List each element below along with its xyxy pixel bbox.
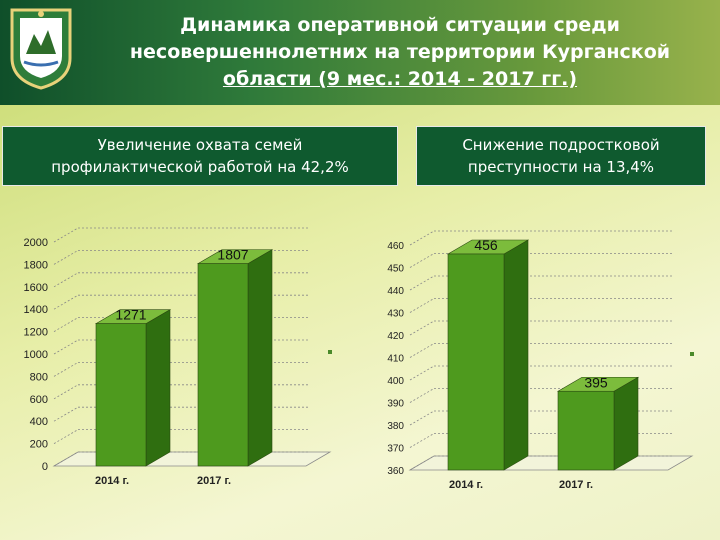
bar [197,263,249,467]
caption-right-line-1: Снижение подростковой [462,136,660,154]
title-line-1: Динамика оперативной ситуации среди [180,14,620,36]
header-banner: Динамика оперативной ситуации среди несо… [0,0,720,105]
grid-diagonal [409,343,435,358]
grid-diagonal [53,272,79,288]
bar-side [247,249,273,467]
title-line-3: области (9 мес.: 2014 - 2017 гг.) [222,68,578,90]
chart-floor [52,451,332,467]
grid-diagonal [409,298,435,313]
y-tick-label: 370 [387,444,404,455]
grid-diagonal [53,317,79,332]
caption-left-line-2: профилактической работой на 42,2% [51,158,349,176]
y-tick-label: 390 [387,399,404,410]
bar [447,253,505,471]
grid-diagonal [53,339,79,355]
y-tick-label: 1200 [24,327,48,339]
title-line-2: несовершеннолетних на территории Курганс… [129,41,671,63]
grid-diagonal [409,410,435,426]
bar [557,390,615,471]
caption-families-coverage: Увеличение охвата семей профилактической… [2,126,398,186]
y-tick-label: 400 [30,416,48,428]
chart-1: 0 200 400 600 800 1000 1200 1400 1600 1800 2000 127… [24,227,332,487]
grid-diagonal [409,433,435,448]
caption-right-line-2: преступности на 13,4% [467,158,655,176]
x-tick-label: 2017 г. [197,475,231,487]
grid-diagonal [53,250,79,265]
bar-side [503,239,529,471]
grid-diagonal [53,429,79,444]
y-tick-label: 800 [30,371,48,383]
data-label: 1807 [217,247,248,263]
chart-2: 360 370 380 390 400 410 420 430 440 450 460 456 2014… [387,230,694,491]
grid-diagonal [53,362,79,377]
y-tick-label: 400 [387,376,404,387]
grid-diagonal [53,451,79,467]
grid-diagonal [409,230,435,246]
grid-diagonal [409,365,435,381]
y-tick-label: 2000 [24,237,48,249]
y-tick-label: 1400 [24,304,48,316]
data-label: 1271 [115,307,146,323]
legend-marker-icon [690,352,694,356]
page-title: Динамика оперативной ситуации среди несо… [90,12,710,93]
bar-side [613,376,639,471]
grid-diagonal [409,275,435,291]
caption-left-line-1: Увеличение охвата семей [97,136,303,154]
bar-side [145,309,171,467]
caption-juvenile-crime: Снижение подростковой преступности на 13… [416,126,706,186]
kurgan-coat-of-arms-icon [10,8,72,90]
y-tick-label: 410 [387,354,404,365]
y-tick-label: 430 [387,309,404,320]
y-tick-label: 440 [387,286,404,297]
data-label: 395 [584,374,608,390]
y-tick-label: 380 [387,421,404,432]
x-tick-label: 2014 г. [449,479,483,491]
y-tick-label: 600 [30,394,48,406]
x-tick-label: 2014 г. [95,475,129,487]
bar [95,323,147,467]
grid-diagonal [409,253,435,268]
grid-diagonal [53,294,79,310]
y-tick-label: 1600 [24,282,48,294]
grid-diagonal [409,388,435,403]
y-tick-label: 1800 [24,259,48,271]
y-tick-label: 450 [387,264,404,275]
y-tick-label: 0 [42,461,48,473]
grid-diagonal [409,455,435,471]
y-tick-label: 200 [30,439,48,451]
x-tick-label: 2017 г. [559,479,593,491]
grid-diagonal [409,320,435,336]
grid-diagonal [53,384,79,400]
y-tick-label: 1000 [24,349,48,361]
y-tick-label: 420 [387,331,404,342]
y-tick-label: 460 [387,241,404,252]
y-tick-label: 360 [387,466,404,477]
data-label: 456 [474,237,498,253]
grid-diagonal [53,406,79,422]
legend-marker-icon [328,350,332,354]
grid-diagonal [53,227,79,243]
